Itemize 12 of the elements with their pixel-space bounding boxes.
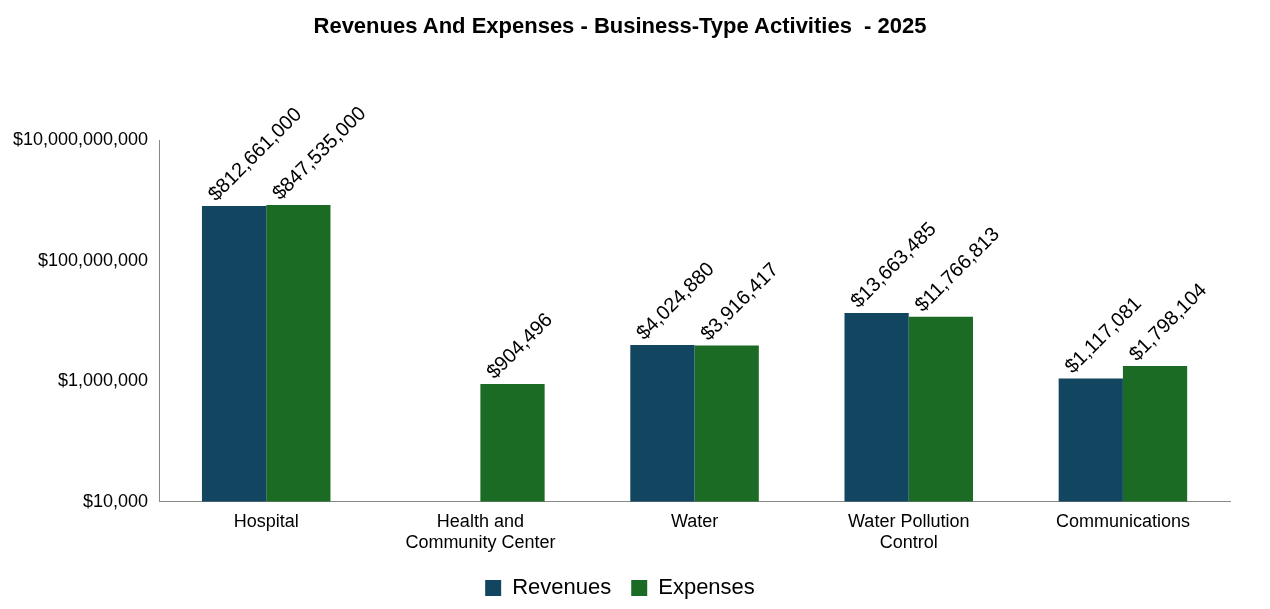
x-tick-label: Water Pollution Control (848, 510, 970, 553)
legend-label: Expenses (658, 574, 755, 600)
x-tick-label: Hospital (233, 510, 299, 531)
y-tick-label: $1,000,000 (58, 370, 149, 391)
x-tick-label: Water (670, 510, 719, 531)
x-tick-label: Communications (1055, 510, 1190, 531)
chart-title: Revenues And Expenses - Business-Type Activities - 2025 (313, 13, 927, 39)
y-tick-label: $100,000,000 (38, 249, 149, 270)
y-tick-label: $10,000,000,000 (12, 129, 149, 150)
x-tick-label: Health and Community Center (405, 510, 556, 553)
y-tick-label: $10,000 (83, 490, 149, 511)
legend-label: Revenues (512, 574, 612, 600)
